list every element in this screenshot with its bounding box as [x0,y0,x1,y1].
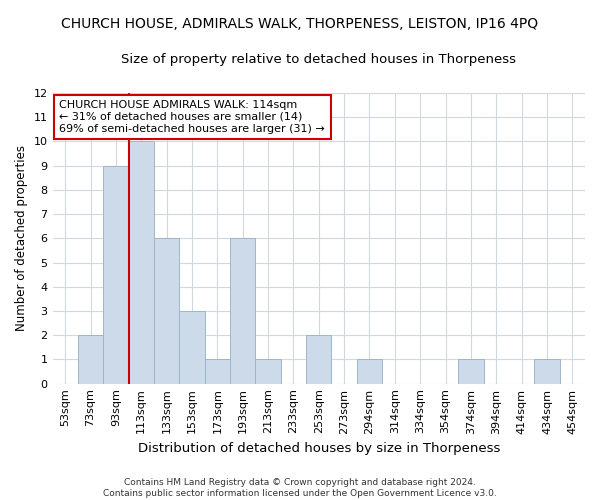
Bar [306,335,331,384]
Y-axis label: Number of detached properties: Number of detached properties [15,146,28,332]
Bar [128,142,154,384]
Text: CHURCH HOUSE ADMIRALS WALK: 114sqm
← 31% of detached houses are smaller (14)
69%: CHURCH HOUSE ADMIRALS WALK: 114sqm ← 31%… [59,100,325,134]
Bar [458,360,484,384]
Bar [103,166,128,384]
Bar [256,360,281,384]
Text: Contains HM Land Registry data © Crown copyright and database right 2024.
Contai: Contains HM Land Registry data © Crown c… [103,478,497,498]
Bar [230,238,256,384]
Bar [179,311,205,384]
Bar [534,360,560,384]
Bar [154,238,179,384]
X-axis label: Distribution of detached houses by size in Thorpeness: Distribution of detached houses by size … [137,442,500,455]
Bar [78,335,103,384]
Text: CHURCH HOUSE, ADMIRALS WALK, THORPENESS, LEISTON, IP16 4PQ: CHURCH HOUSE, ADMIRALS WALK, THORPENESS,… [61,18,539,32]
Title: Size of property relative to detached houses in Thorpeness: Size of property relative to detached ho… [121,52,516,66]
Bar [205,360,230,384]
Bar [357,360,382,384]
